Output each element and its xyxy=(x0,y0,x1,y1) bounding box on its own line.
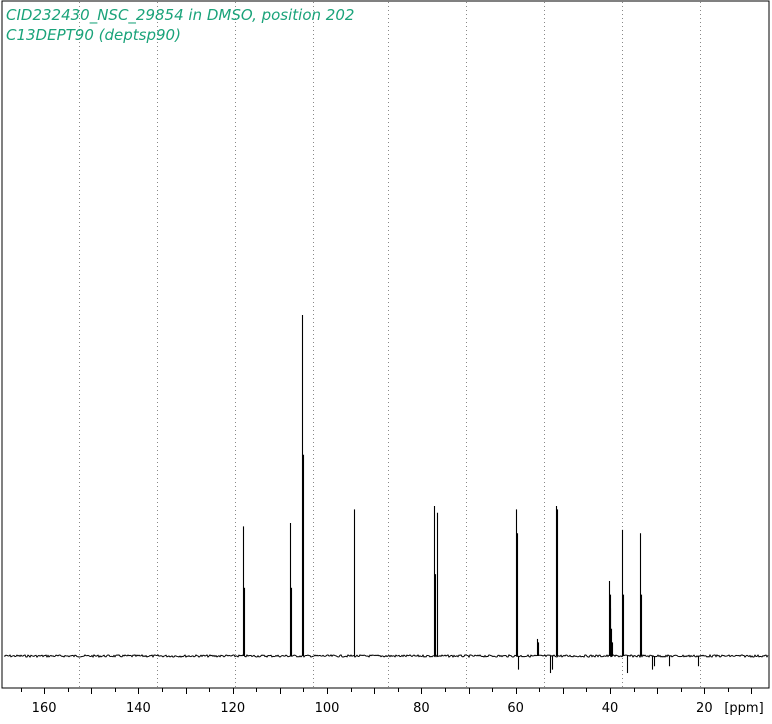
x-tick-label: 140 xyxy=(126,701,151,716)
x-tick-label: 100 xyxy=(315,701,340,716)
spectrum-trace xyxy=(3,315,769,674)
x-tick-label: 20 xyxy=(696,701,713,716)
baseline-noise xyxy=(3,653,769,659)
plot-border xyxy=(1,0,770,689)
x-tick-label: 60 xyxy=(507,701,524,716)
x-tick-label: 40 xyxy=(602,701,619,716)
chart-subtitle: C13DEPT90 (deptsp90) xyxy=(6,26,181,44)
x-tick-label: 160 xyxy=(32,701,57,716)
x-axis-label: [ppm] xyxy=(724,701,763,716)
x-axis: 160 140 120 100 80 60 40 20 [ppm] xyxy=(21,688,764,716)
chart-title: CID232430_NSC_29854 in DMSO, position 20… xyxy=(6,6,355,24)
x-tick-label: 120 xyxy=(220,701,245,716)
grid-lines xyxy=(1,0,770,689)
x-tick-label: 80 xyxy=(413,701,430,716)
